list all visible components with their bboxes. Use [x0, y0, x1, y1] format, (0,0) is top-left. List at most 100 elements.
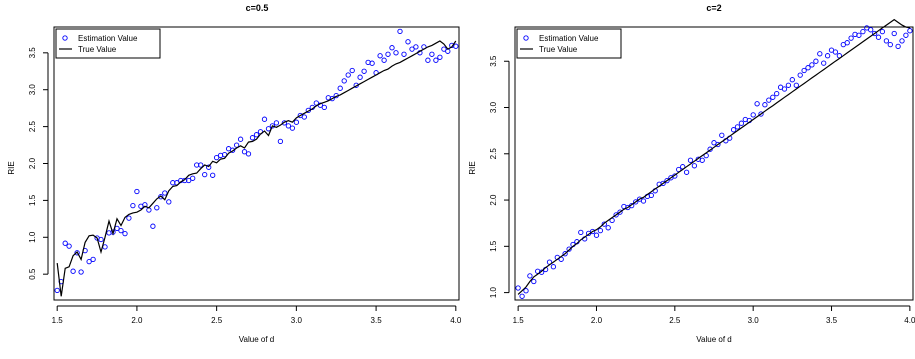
estimation-point	[321, 104, 327, 111]
estimation-point	[102, 244, 108, 250]
estimation-point	[774, 90, 780, 97]
estimation-point	[531, 278, 537, 285]
estimation-point	[118, 227, 124, 234]
estimation-point	[453, 43, 459, 49]
estimation-point	[805, 65, 811, 71]
legend-point-icon	[523, 35, 529, 41]
estimation-point	[397, 28, 403, 35]
legend-label: True Value	[539, 45, 578, 54]
estimation-point	[210, 172, 216, 178]
estimation-point	[875, 34, 882, 40]
estimation-point	[126, 215, 132, 221]
estimation-point	[597, 227, 604, 234]
estimation-point	[824, 53, 831, 59]
estimation-point	[883, 38, 890, 44]
x-tick-label: 3.0	[291, 316, 303, 325]
y-tick-label: 2.0	[489, 194, 498, 206]
estimation-point	[640, 198, 647, 204]
y-tick-label: 1.0	[28, 231, 37, 243]
x-axis-title: Value of d	[696, 335, 731, 344]
y-tick-label: 3.5	[489, 55, 498, 67]
estimation-point	[158, 194, 164, 200]
legend: Estimation Value True Value	[55, 28, 161, 59]
x-tick-label: 2.5	[211, 316, 223, 325]
estimation-point	[245, 151, 252, 157]
x-tick-label: 4.0	[450, 316, 462, 325]
estimation-point	[887, 41, 893, 48]
estimation-point	[237, 136, 244, 142]
estimation-point	[329, 95, 335, 102]
y-tick-label: 3.0	[28, 84, 37, 96]
estimation-point	[715, 141, 721, 148]
estimation-point	[401, 51, 407, 57]
estimation-point	[277, 138, 284, 145]
estimation-point	[793, 82, 799, 88]
y-tick-label: 3.0	[489, 101, 498, 113]
y-axis-title: RIE	[468, 161, 477, 174]
estimation-point	[589, 228, 596, 235]
legend-label: Estimation Value	[539, 34, 599, 43]
estimation-point	[249, 135, 256, 141]
estimation-point	[122, 230, 128, 237]
estimation-point	[269, 123, 276, 129]
x-tick-label: 1.5	[52, 316, 64, 325]
estimation-point	[369, 60, 375, 66]
estimation-point	[797, 72, 803, 78]
estimation-point	[393, 50, 399, 56]
estimation-points	[515, 25, 913, 299]
x-tick-label: 4.0	[904, 316, 915, 325]
y-tick-label: 1.0	[489, 286, 498, 298]
estimation-point	[361, 68, 367, 74]
estimation-point	[519, 293, 525, 299]
estimation-point	[605, 225, 611, 231]
estimation-point	[817, 51, 823, 57]
estimation-point	[441, 46, 447, 52]
estimation-point	[206, 164, 212, 170]
x-axis-title: Value of d	[239, 335, 274, 344]
estimation-point	[345, 72, 351, 78]
estimation-point	[70, 268, 76, 274]
estimation-point	[349, 67, 355, 74]
y-tick-label: 1.5	[489, 240, 498, 252]
estimation-point	[213, 154, 220, 161]
estimation-point	[660, 180, 666, 187]
estimation-point	[389, 45, 395, 51]
estimation-point	[903, 32, 909, 38]
estimation-point	[730, 127, 737, 133]
legend-label: True Value	[78, 45, 117, 54]
estimation-point	[848, 35, 854, 41]
estimation-point	[134, 188, 140, 195]
estimation-point	[664, 177, 670, 184]
estimation-point	[337, 85, 343, 91]
estimation-points	[54, 28, 459, 294]
x-tick-label: 1.5	[513, 316, 525, 325]
estimation-point	[150, 223, 156, 229]
x-tick-label: 2.0	[591, 316, 603, 325]
chart-title: c=0.5	[246, 3, 269, 13]
estimation-point	[860, 28, 866, 35]
estimation-point	[433, 57, 439, 63]
estimation-point	[633, 199, 639, 205]
true-value-line	[56, 40, 457, 297]
estimation-point	[523, 288, 529, 294]
estimation-point	[74, 250, 80, 256]
chart-title: c=2	[706, 3, 721, 13]
estimation-point	[86, 258, 92, 265]
estimation-point	[719, 132, 725, 138]
estimation-point	[190, 175, 196, 181]
estimation-point	[202, 171, 208, 178]
estimation-point	[198, 162, 204, 168]
estimation-point	[527, 273, 533, 279]
estimation-point	[691, 163, 698, 169]
x-tick-label: 3.5	[371, 316, 383, 325]
estimation-point	[166, 199, 172, 205]
estimation-point	[578, 229, 584, 236]
estimation-point	[186, 177, 192, 184]
estimation-point	[385, 51, 391, 57]
estimation-point	[241, 149, 248, 155]
estimation-point	[809, 62, 815, 68]
plot-frame	[53, 26, 460, 301]
estimation-point	[229, 147, 236, 153]
estimation-point	[78, 269, 84, 275]
estimation-point	[699, 157, 705, 163]
